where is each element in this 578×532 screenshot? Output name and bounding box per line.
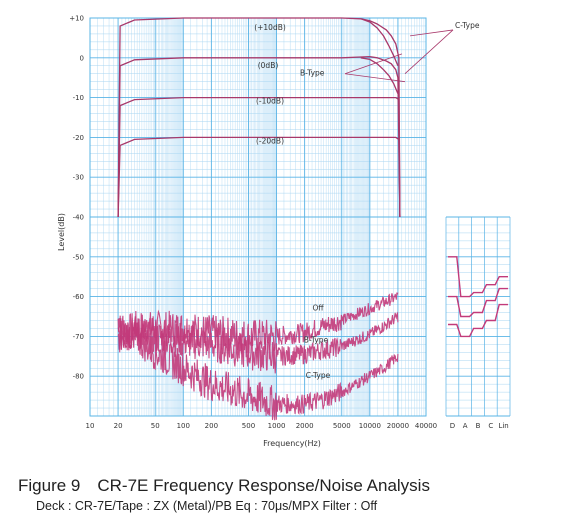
label-minus10db: (-10dB) xyxy=(256,97,284,106)
x-tick-label: 1000 xyxy=(268,422,286,430)
y-tick-label: -30 xyxy=(73,174,84,182)
x-tick-label: 5000 xyxy=(333,422,351,430)
fr-trace--20db- xyxy=(117,136,401,218)
x-tick-label: 40000 xyxy=(415,422,437,430)
x-tick-label: 20000 xyxy=(387,422,409,430)
y-tick-label: +10 xyxy=(69,15,84,23)
y-tick-label: -40 xyxy=(73,214,84,222)
x-tick-label: 20 xyxy=(114,422,123,430)
label-noise-off: Off xyxy=(312,304,324,313)
leader-c-type-1 xyxy=(409,29,454,37)
fr-trace--10db-b-type xyxy=(360,18,399,67)
y-tick-label: 0 xyxy=(80,54,84,62)
y-tick-label: -10 xyxy=(73,94,84,102)
weighting-label-d: D xyxy=(450,422,455,430)
label-c-type: C-Type xyxy=(455,21,480,30)
noise-trace-b-type xyxy=(117,311,399,374)
label-minus20db: (-20dB) xyxy=(256,136,284,145)
y-tick-label: -50 xyxy=(73,253,84,261)
label-b-type: B-Type xyxy=(300,69,325,78)
label-noise-c-type: C-Type xyxy=(306,371,331,380)
figure-subtitle: Deck : CR-7E/Tape : ZX (Metal)/PB Eq : 7… xyxy=(36,499,378,513)
x-tick-label: 100 xyxy=(177,422,190,430)
label-plus10db: (+10dB) xyxy=(254,23,286,32)
weighting-panel: D A B C Lin xyxy=(445,216,511,430)
x-tick-label: 500 xyxy=(242,422,255,430)
weighting-label-a: A xyxy=(463,422,468,430)
label-0db: (0dB) xyxy=(258,61,279,70)
weighted-noise-c-type xyxy=(448,303,508,338)
y-axis-label: Level(dB) xyxy=(57,213,66,251)
x-tick-label: 10000 xyxy=(359,422,381,430)
y-tick-label: -70 xyxy=(73,333,84,341)
y-tick-labels: +10 0 -10 -20 -30 -40 -50 -60 -70 -80 xyxy=(69,15,84,381)
leader-b-type-1 xyxy=(344,53,403,75)
fr-trace--10db- xyxy=(117,96,401,218)
noise-traces xyxy=(117,292,399,421)
y-tick-label: -60 xyxy=(73,293,84,301)
x-axis-label: Frequency(Hz) xyxy=(263,439,321,448)
frequency-response-traces xyxy=(117,17,401,218)
leader-b-type-2 xyxy=(344,73,406,83)
fr-trace--0db- xyxy=(117,55,401,218)
y-tick-label: -80 xyxy=(73,373,84,381)
noise-trace-c-type xyxy=(117,315,399,421)
figure-title: Figure 9 CR-7E Frequency Response/Noise … xyxy=(18,476,430,495)
x-tick-label: 200 xyxy=(205,422,218,430)
weighted-noise-b-type xyxy=(448,287,508,318)
x-tick-label: 50 xyxy=(151,422,160,430)
weighted-noise-off xyxy=(448,256,508,298)
label-noise-b-type: B-Type xyxy=(304,335,329,344)
weighting-label-c: C xyxy=(488,422,493,430)
frequency-response-chart: D A B C Lin +10 0 -10 -20 -30 -40 -50 -60 -70 -80 10 2… xyxy=(57,14,511,448)
y-tick-label: -20 xyxy=(73,134,84,142)
x-tick-labels: 10 20 50 100 200 500 1000 2000 5000 10000 20000 400… xyxy=(86,422,438,430)
x-tick-label: 10 xyxy=(86,422,95,430)
leader-c-type-2 xyxy=(404,29,454,75)
fr-trace--0db-b-type xyxy=(360,57,399,94)
weighting-label-b: B xyxy=(476,422,481,430)
x-tick-label: 2000 xyxy=(296,422,314,430)
annotations: (+10dB) (0dB) (-10dB) (-20dB) C-Type B-Type Of… xyxy=(254,21,480,380)
weighting-label-lin: Lin xyxy=(498,422,508,430)
